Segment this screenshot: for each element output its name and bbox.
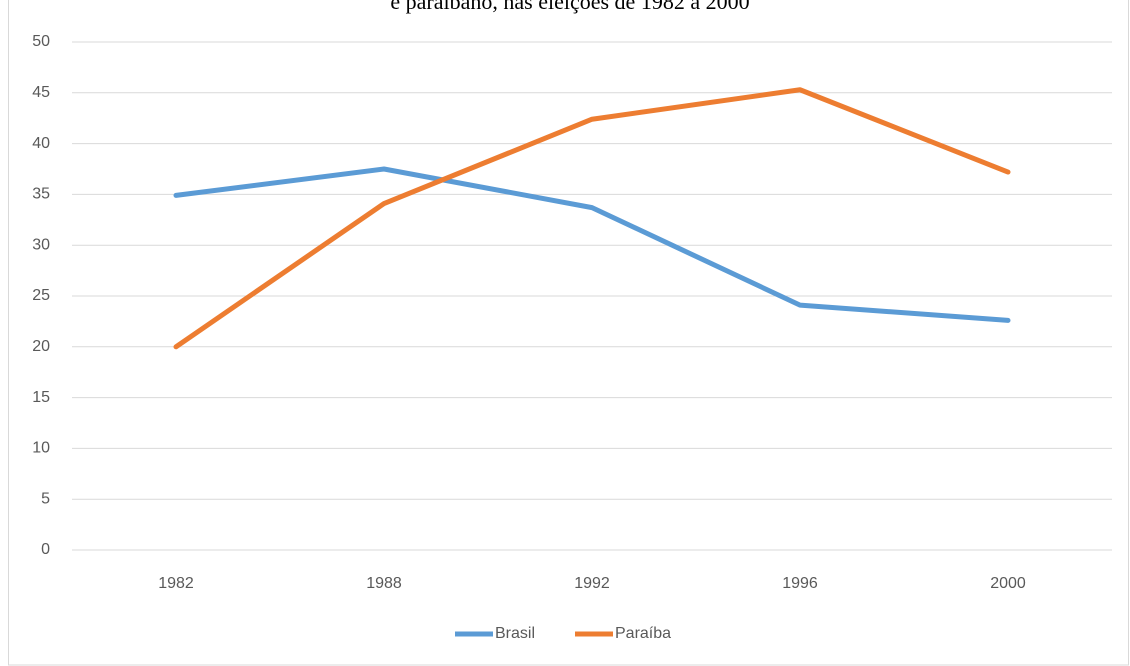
x-tick-label: 1982 xyxy=(158,575,194,592)
y-tick-label: 5 xyxy=(41,490,50,507)
chart-frame xyxy=(8,0,1129,666)
legend-label: Brasil xyxy=(495,625,535,642)
y-tick-label: 10 xyxy=(32,440,50,457)
x-tick-label: 1996 xyxy=(782,575,818,592)
y-tick-label: 50 xyxy=(32,33,50,50)
x-tick-label: 1988 xyxy=(366,575,402,592)
x-tick-label: 2000 xyxy=(990,575,1026,592)
series-line xyxy=(173,166,1011,323)
legend-label: Paraíba xyxy=(615,625,671,642)
y-tick-label: 40 xyxy=(32,135,50,152)
y-tick-label: 20 xyxy=(32,338,50,355)
y-tick-label: 30 xyxy=(32,236,50,253)
chart-title: e paraibano, nas eleições de 1982 a 2000 xyxy=(390,0,749,14)
y-tick-label: 0 xyxy=(41,541,50,558)
y-tick-label: 35 xyxy=(32,186,50,203)
series-line xyxy=(173,87,1011,350)
y-tick-label: 25 xyxy=(32,287,50,304)
y-tick-label: 45 xyxy=(32,84,50,101)
y-tick-label: 15 xyxy=(32,389,50,406)
x-tick-label: 1992 xyxy=(574,575,610,592)
